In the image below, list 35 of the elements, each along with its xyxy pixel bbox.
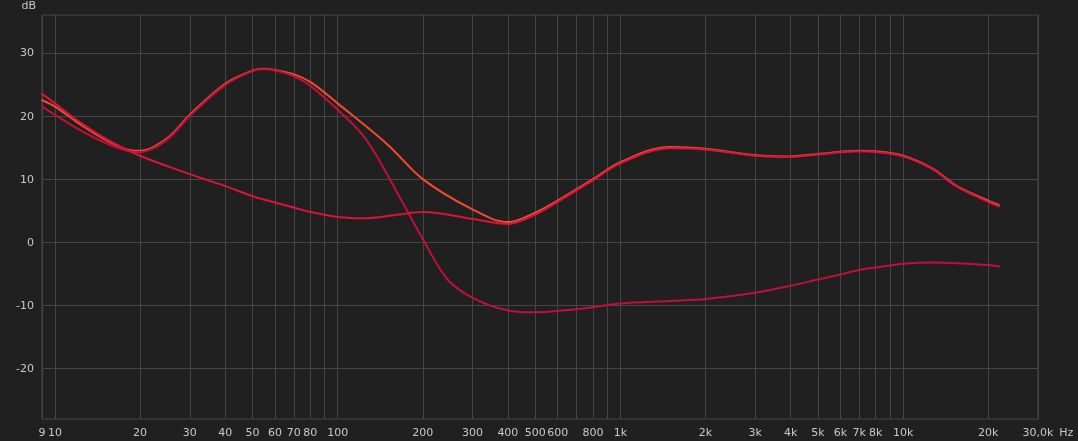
x-tick-label: 10 <box>47 426 62 439</box>
x-tick-label: 20 <box>133 426 148 439</box>
x-tick-label: 10k <box>892 426 914 439</box>
x-tick-label: 600 <box>547 426 569 439</box>
y-tick-label: 0 <box>27 235 34 249</box>
y-tick-label: 10 <box>20 172 34 186</box>
y-tick-label: -10 <box>16 298 34 312</box>
x-tick-label: 500 <box>524 426 546 439</box>
x-tick-label: 30,0k <box>1022 426 1055 439</box>
x-tick-label: 100 <box>327 426 349 439</box>
x-tick-label: 400 <box>497 426 519 439</box>
y-axis-title: dB <box>21 0 36 12</box>
x-tick-label: 6k <box>833 426 848 439</box>
x-axis-title: Hz <box>1059 426 1074 439</box>
x-tick-label: 60 <box>267 426 282 439</box>
x-tick-label: 5k <box>811 426 826 439</box>
y-tick-label: 30 <box>20 46 34 60</box>
x-tick-label: 30 <box>182 426 197 439</box>
x-tick-label: 2k <box>698 426 713 439</box>
x-tick-label: 7k <box>852 426 867 439</box>
x-tick-label: 40 <box>218 426 233 439</box>
x-tick-label: 9 <box>38 426 46 439</box>
x-tick-label: 300 <box>462 426 484 439</box>
y-tick-label: -20 <box>16 362 34 375</box>
x-tick-label: 3k <box>748 426 763 439</box>
x-tick-label: 50 <box>245 426 260 439</box>
y-tick-label: 20 <box>20 109 34 123</box>
x-tick-label: 80 <box>303 426 318 439</box>
x-tick-label: 4k <box>783 426 798 439</box>
x-tick-label: 1k <box>613 426 628 439</box>
x-tick-label: 8k <box>869 426 884 439</box>
x-tick-label: 70 <box>286 426 301 439</box>
x-tick-label: 200 <box>412 426 434 439</box>
x-tick-label: 800 <box>582 426 604 439</box>
x-tick-label: 20k <box>978 426 1000 439</box>
